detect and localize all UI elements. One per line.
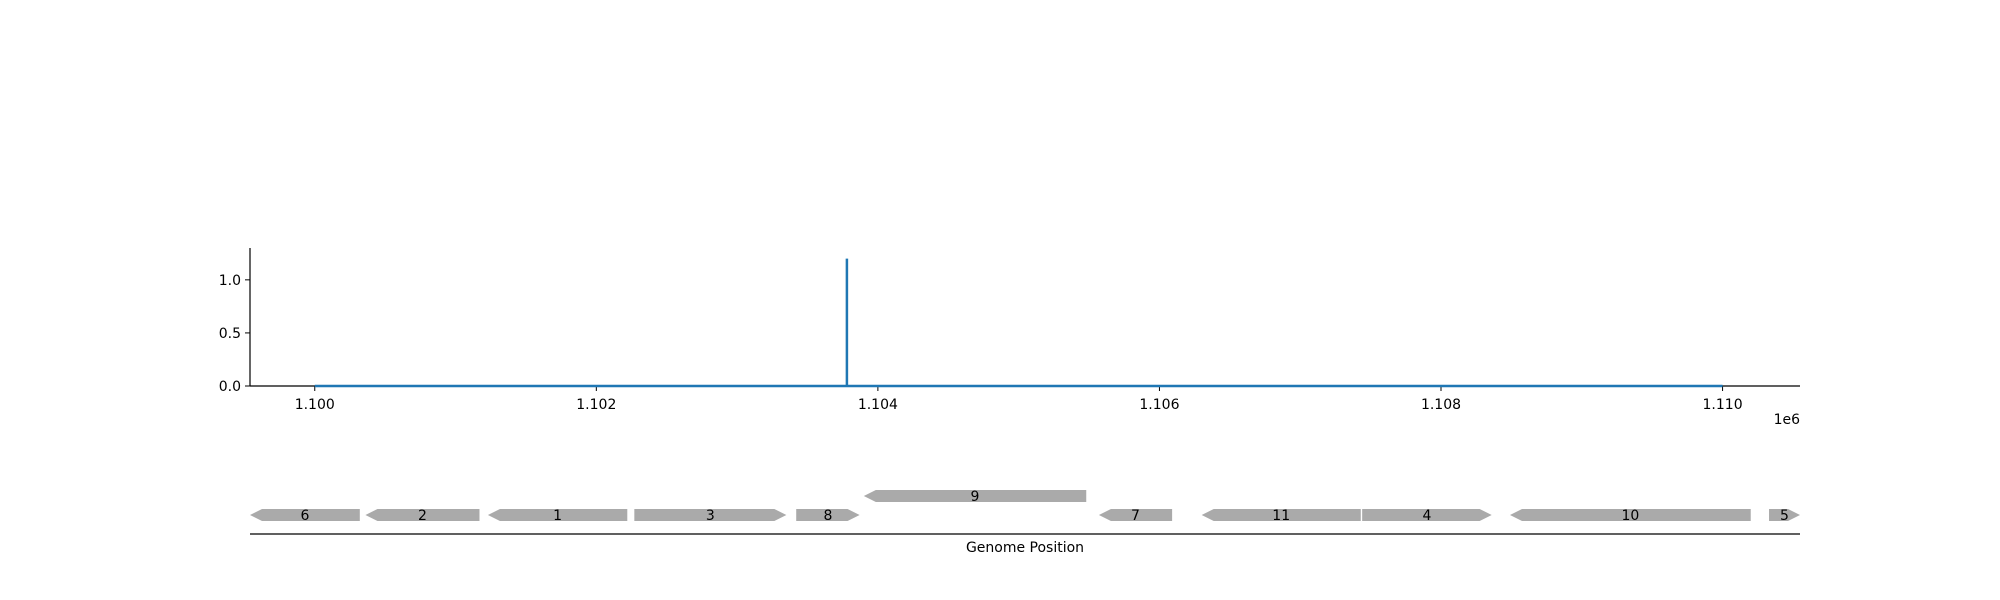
gene-label-3: 3 bbox=[706, 508, 715, 524]
y-tick-label: 1.0 bbox=[219, 273, 241, 289]
x-tick-label: 1.108 bbox=[1421, 397, 1461, 413]
x-tick-label: 1.102 bbox=[576, 397, 616, 413]
gene-label-10: 10 bbox=[1621, 508, 1639, 524]
gene-arrow-2 bbox=[365, 509, 480, 521]
gene-arrow-1 bbox=[487, 509, 628, 521]
x-tick-label: 1.110 bbox=[1703, 397, 1743, 413]
gene-label-1: 1 bbox=[553, 508, 562, 524]
x-tick-label: 1.106 bbox=[1139, 397, 1179, 413]
x-scale-offset-label: 1e6 bbox=[1774, 412, 1801, 428]
gene-arrow-4 bbox=[1362, 509, 1492, 521]
gene-label-11: 11 bbox=[1272, 508, 1290, 524]
gene-arrow-9 bbox=[863, 490, 1087, 502]
gene-track: 6 2 1 3 8 9 7 11 4 10 5 Genome Position bbox=[250, 489, 1800, 556]
signal-plot: 1.100 1.102 1.104 1.106 1.108 1.110 1e6 0.0 0.5 1… bbox=[219, 248, 1800, 428]
gene-arrow-11 bbox=[1201, 509, 1361, 521]
gene-arrow-8 bbox=[796, 509, 860, 521]
gene-arrow-5 bbox=[1769, 509, 1800, 521]
gene-label-7: 7 bbox=[1131, 508, 1140, 524]
gene-arrow-10 bbox=[1509, 509, 1751, 521]
x-tick-label: 1.104 bbox=[858, 397, 898, 413]
series-line-1 bbox=[314, 258, 1723, 388]
y-tick-label: 0.0 bbox=[219, 379, 241, 395]
gene-label-4: 4 bbox=[1422, 508, 1431, 524]
gene-label-9: 9 bbox=[971, 489, 980, 505]
gene-label-8: 8 bbox=[823, 508, 832, 524]
gene-arrow-3 bbox=[634, 509, 787, 521]
gene-axis-label: Genome Position bbox=[966, 540, 1084, 556]
x-tick-label: 1.100 bbox=[295, 397, 335, 413]
gene-label-5: 5 bbox=[1780, 508, 1789, 524]
gene-arrow-6 bbox=[250, 509, 360, 521]
gene-label-6: 6 bbox=[300, 508, 309, 524]
y-tick-label: 0.5 bbox=[219, 326, 241, 342]
gene-label-2: 2 bbox=[418, 508, 427, 524]
gene-arrow-7 bbox=[1098, 509, 1173, 521]
